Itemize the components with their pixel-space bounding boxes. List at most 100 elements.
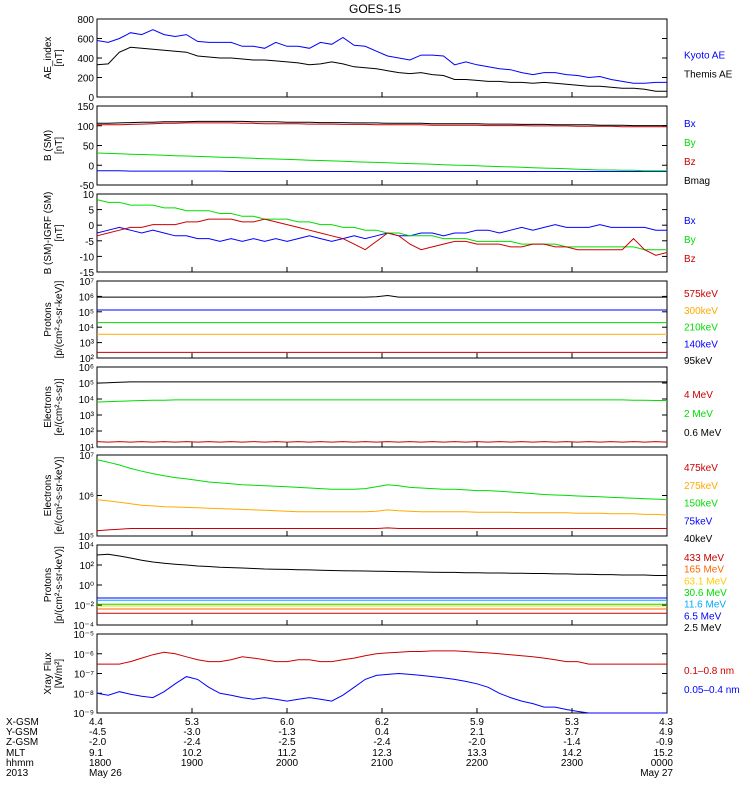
x-axis-value: 2200 [466,758,489,769]
x-axis-value: 2.1 [470,727,484,738]
x-axis-value: -3.0 [183,727,201,738]
series-line-2-mev [96,399,667,403]
y-tick-label: -50 [80,181,95,192]
y-axis-label: Xray Flux [43,652,54,694]
series-line-0-1-0-8-nm [97,650,667,665]
y-tick-label: 10⁷ [79,277,94,288]
legend-entry: 0.05–0.4 nm [684,685,740,696]
y-tick-label: -15 [80,268,95,279]
x-axis-row-label: hhmm [6,758,34,769]
y-tick-label: -10 [80,252,95,263]
legend-entry: 433 MeV [684,553,724,564]
series-line-4-mev [96,441,668,443]
legend-entry: 11.6 MeV [684,600,726,611]
panel-3: -15 -10 -5 0 5 10 B (SM)-IGRF (SM) [nT] Bx By Bz [43,190,696,279]
legend-entry: 475keV [684,463,718,474]
y-tick-label: 10⁵ [79,379,94,390]
panel-2: -50 0 50 100 150 B (SM) [nT] Bx By Bz Bmag [43,102,710,192]
x-axis-value: 10.2 [182,748,202,759]
x-axis-row-label: X-GSM [6,717,39,728]
y-tick-label: 10⁴ [79,541,94,552]
x-axis-value: -2.0 [468,737,486,748]
y-tick-label: 0 [88,93,94,104]
legend-entry: 40keV [684,534,713,545]
legend-entry: 30.6 MeV [684,588,727,599]
x-axis-row-label: MLT [6,748,25,759]
x-axis-value: -1.4 [563,737,581,748]
legend-entry: 2 MeV [684,409,713,420]
y-tick-label: 10 [83,190,95,201]
x-axis-value: -0.9 [656,737,674,748]
x-axis-table: X-GSMY-GSMZ-GSMMLThhmm20134.4-4.5-2.09.1… [6,717,673,779]
series-line-kyoto-ae [96,29,667,84]
y-axis-label: [nT] [54,224,65,241]
y-tick-label: 100 [77,122,94,133]
y-axis-label: AE_index [43,37,54,80]
x-axis-row-label: Y-GSM [6,727,38,738]
legend-entry: Bx [684,216,696,227]
x-axis-value: 1800 [89,758,112,769]
y-tick-label: 10⁵ [79,532,94,543]
y-tick-label: 5 [88,206,94,217]
series-line-bx [96,224,667,242]
y-axis-label: Protons [43,568,54,602]
x-axis-value: 4.4 [89,717,103,728]
legend-entry: 0.6 MeV [684,428,722,439]
x-axis-value: -2.4 [373,737,391,748]
y-tick-label: 10⁻⁵ [73,630,94,641]
legend-entry: 6.5 MeV [684,611,722,622]
x-axis-value: 2300 [561,758,584,769]
panel-8: 10⁻⁹ 10⁻⁸ 10⁻⁷ 10⁻⁶ 10⁻⁵ Xray Flux [W/m²] 0.1–0… [43,630,740,720]
legend-entry: Bz [684,254,696,265]
x-axis-value: 9.1 [89,748,103,759]
y-tick-label: 10¹ [80,443,95,454]
x-axis-value: -2.4 [183,737,201,748]
series-line-by [96,152,667,172]
y-axis-label: [p/(cm²-s-sr-keV)] [54,280,65,358]
panel-4: 10² 10³ 10⁴ 10⁵ 10⁶ 10⁷ Protons [p/(cm²-s-sr-ke… [43,277,718,367]
y-tick-label: 800 [77,15,94,26]
x-axis-value: -2.0 [89,737,107,748]
series-line-bx [97,170,667,172]
series-line-2-5-mev [96,553,667,576]
y-tick-label: 10⁻⁶ [73,650,94,661]
series-line-bmag [97,120,667,127]
series-line-bz [96,218,668,256]
y-tick-label: 10⁶ [79,292,94,303]
x-axis-value: 14.2 [562,748,582,759]
y-tick-label: 10⁰ [79,581,94,592]
x-axis-row-label: 2013 [6,768,29,779]
y-axis-label: [W/m²] [54,659,65,689]
panel-6: 10⁵ 10⁶ 10⁷ Electrons [e/(cm²-s-sr-keV)] 475k… [43,451,718,545]
y-axis-label: [p/(cm²-s-sr-keV)] [54,546,65,624]
legend-entry: Themis AE [684,70,733,81]
x-axis-value: 11.2 [278,748,297,759]
legend-entry: 575keV [684,289,718,300]
panel-frame [96,454,668,537]
series-line-themis-ae [96,46,667,92]
x-axis-value: 4.3 [659,717,673,728]
y-axis-label: [e/(cm²-s-sr)] [54,378,65,435]
y-tick-label: 10⁵ [79,308,94,319]
legend-entry: By [684,235,696,246]
series-line-by [96,199,667,251]
x-axis-value: 15.2 [654,748,674,759]
legend-entry: Kyoto AE [684,51,725,62]
legend-entry: 165 MeV [684,565,724,576]
x-axis-value: -4.5 [89,727,107,738]
x-axis-value: 5.9 [470,717,484,728]
legend-entry: By [684,138,696,149]
x-axis-value: 3.7 [565,727,579,738]
panel-frame [96,193,668,273]
x-axis-value: 6.2 [375,717,389,728]
series-line-475kev [96,527,667,532]
x-axis-value: 2000 [276,758,299,769]
y-tick-label: 10³ [80,411,95,422]
y-tick-label: 10² [80,561,95,572]
series-line-bz [97,122,667,128]
panel-1: 0 200 400 600 800 AE_index [nT] Kyoto AE Themis … [43,15,733,104]
panel-5: 10¹ 10² 10³ 10⁴ 10⁵ 10⁶ Electrons [e/(cm²-s-sr)… [43,363,722,454]
series-line-275kev [96,499,668,516]
x-axis-value: -2.5 [278,737,296,748]
panel-frame [96,105,668,186]
